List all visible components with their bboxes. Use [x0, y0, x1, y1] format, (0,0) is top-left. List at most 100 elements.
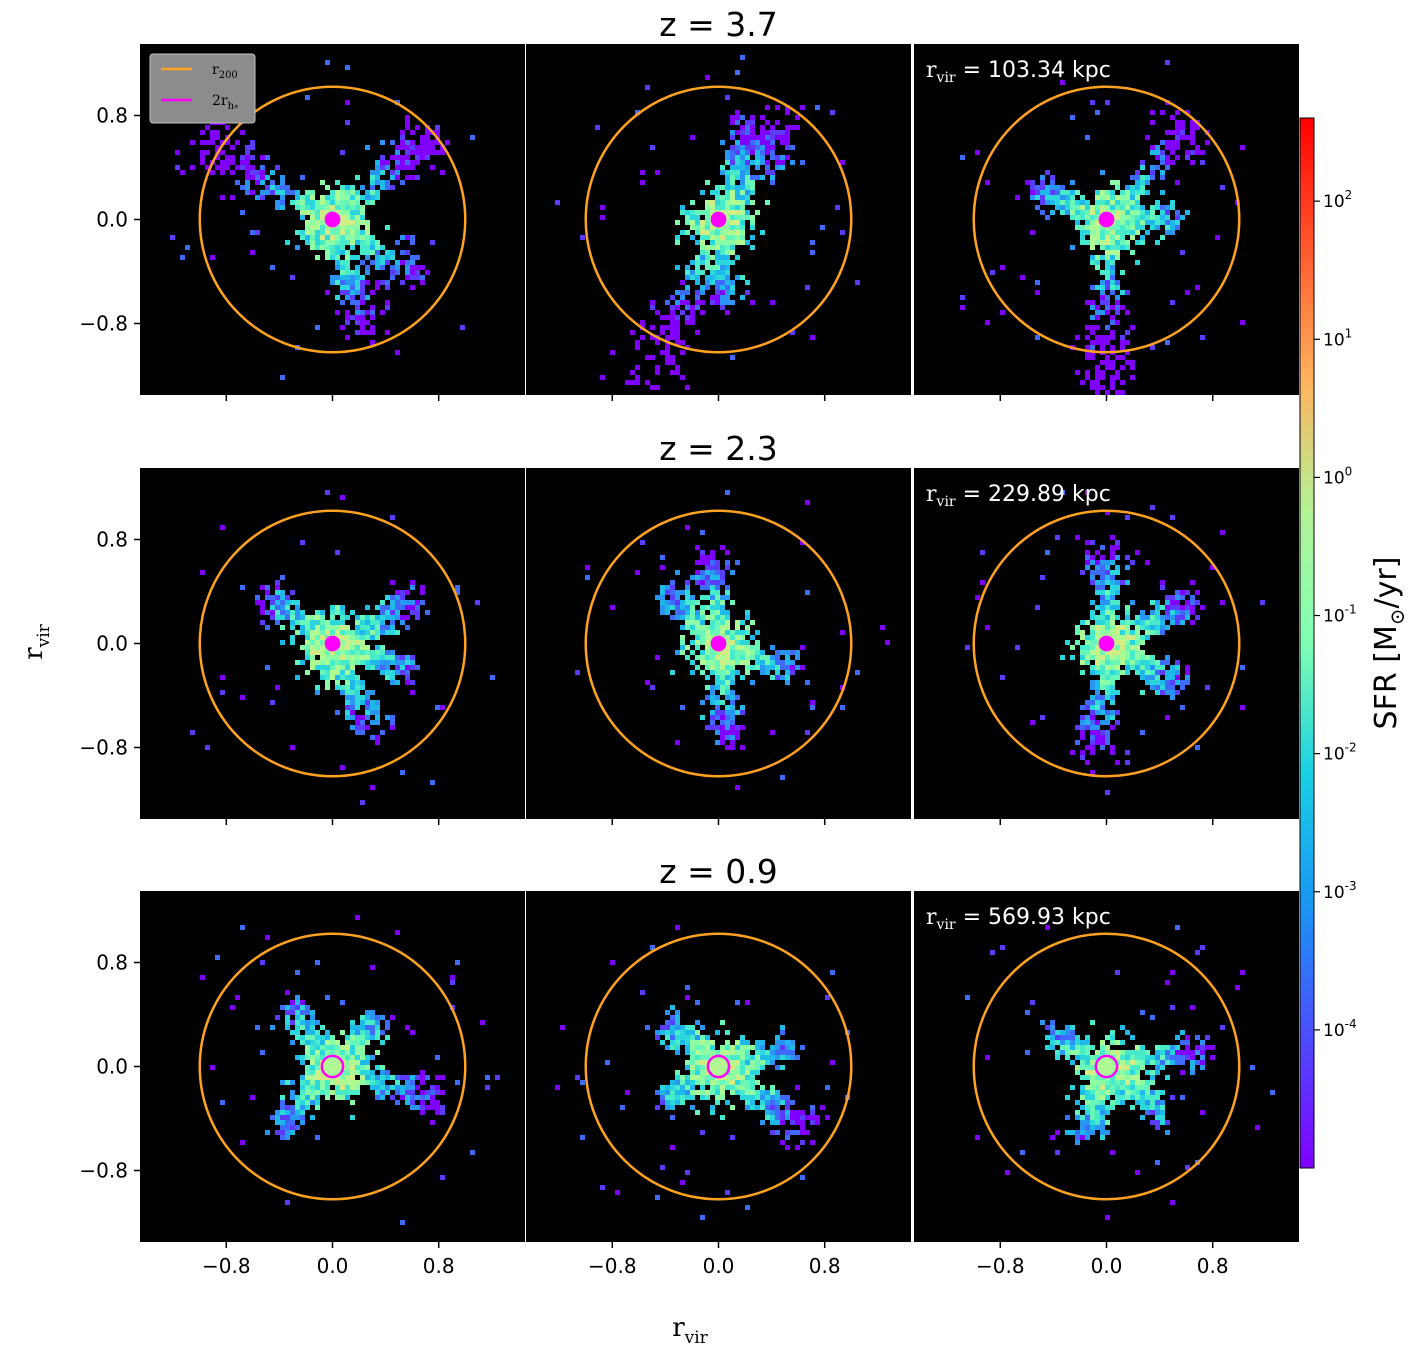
sfr-pixel [260, 165, 265, 170]
sfr-pixel [340, 620, 345, 625]
sfr-pixel [1040, 195, 1045, 200]
sfr-pixel [370, 665, 375, 670]
sfr-pixel [735, 175, 740, 180]
sfr-pixel [705, 220, 710, 225]
sfr-pixel [765, 170, 770, 175]
sfr-pixel [340, 225, 345, 230]
sfr-pixel [735, 275, 740, 280]
sfr-pixel [1125, 225, 1130, 230]
sfr-pixel [665, 315, 670, 320]
sfr-pixel [1135, 205, 1140, 210]
sfr-pixel [430, 150, 435, 155]
sfr-pixel [390, 675, 395, 680]
sfr-pixel [420, 150, 425, 155]
sfr-pixel [330, 280, 335, 285]
sfr-pixel [320, 210, 325, 215]
sfr-pixel [1090, 205, 1095, 210]
sfr-pixel-sparse [1200, 335, 1205, 340]
sfr-pixel [1050, 210, 1055, 215]
sfr-pixel-sparse [725, 95, 730, 100]
sfr-pixel [1125, 190, 1130, 195]
sfr-pixel [670, 335, 675, 340]
sfr-pixel [675, 365, 680, 370]
sfr-pixel [370, 235, 375, 240]
sfr-pixel [295, 245, 300, 250]
sfr-pixel [745, 195, 750, 200]
sfr-pixel [365, 620, 370, 625]
sfr-pixel [415, 265, 420, 270]
sfr-pixel [250, 170, 255, 175]
sfr-pixel [1170, 130, 1175, 135]
sfr-pixel [1075, 220, 1080, 225]
sfr-pixel [775, 105, 780, 110]
sfr-pixel [405, 590, 410, 595]
sfr-pixel [365, 195, 370, 200]
sfr-pixel [300, 205, 305, 210]
sfr-pixel [370, 625, 375, 630]
sfr-pixel [355, 320, 360, 325]
sfr-pixel [675, 330, 680, 335]
sfr-pixel [1165, 230, 1170, 235]
sfr-pixel [685, 305, 690, 310]
sfr-pixel [1090, 285, 1095, 290]
sfr-pixel-sparse [1125, 340, 1130, 345]
sfr-pixel [260, 195, 265, 200]
sfr-pixel [250, 140, 255, 145]
sfr-pixel-sparse [1035, 290, 1040, 295]
sfr-pixel-sparse [690, 135, 695, 140]
sfr-pixel [1035, 190, 1040, 195]
sfr-pixel [375, 190, 380, 195]
sfr-pixel [700, 245, 705, 250]
sfr-pixel [360, 325, 365, 330]
sfr-pixel [680, 375, 685, 380]
sfr-pixel [355, 175, 360, 180]
sfr-pixel [1110, 285, 1115, 290]
sfr-pixel [700, 210, 705, 215]
sfr-pixel [700, 310, 705, 315]
sfr-pixel [415, 275, 420, 280]
sfr-pixel [370, 735, 375, 740]
sfr-pixel [1085, 350, 1090, 355]
sfr-pixel [1130, 205, 1135, 210]
sfr-pixel [790, 125, 795, 130]
sfr-pixel [400, 250, 405, 255]
sfr-pixel-sparse [315, 325, 320, 330]
sfr-pixel [720, 245, 725, 250]
sfr-pixel [1190, 130, 1195, 135]
sfr-pixel [375, 260, 380, 265]
sfr-pixel [335, 255, 340, 260]
sfr-pixel [225, 160, 230, 165]
sfr-pixel [310, 215, 315, 220]
sfr-pixel [765, 160, 770, 165]
sfr-pixel [385, 330, 390, 335]
sfr-pixel [1110, 270, 1115, 275]
sfr-pixel [1030, 180, 1035, 185]
sfr-pixel [715, 270, 720, 275]
sfr-pixel [665, 335, 670, 340]
sfr-pixel [1165, 140, 1170, 145]
sfr-pixel [260, 620, 265, 625]
sfr-pixel [1135, 230, 1140, 235]
sfr-pixel [750, 130, 755, 135]
sfr-pixel-sparse [255, 230, 260, 235]
sfr-pixel [760, 135, 765, 140]
sfr-pixel [705, 225, 710, 230]
sfr-pixel [1140, 225, 1145, 230]
sfr-pixel [730, 165, 735, 170]
sfr-pixel [380, 155, 385, 160]
sfr-pixel [730, 160, 735, 165]
sfr-pixel [1055, 185, 1060, 190]
sfr-pixel [335, 180, 340, 185]
sfr-pixel [1105, 300, 1110, 305]
sfr-pixel [1110, 230, 1115, 235]
sfr-pixel [675, 265, 680, 270]
sfr-pixel [370, 245, 375, 250]
sfr-pixel [720, 235, 725, 240]
sfr-pixel [270, 170, 275, 175]
sfr-pixel [355, 195, 360, 200]
sfr-pixel [1165, 165, 1170, 170]
sfr-pixel-sparse [280, 375, 285, 380]
sfr-pixel [715, 230, 720, 235]
sfr-pixel [725, 260, 730, 265]
sfr-pixel-sparse [405, 140, 410, 145]
